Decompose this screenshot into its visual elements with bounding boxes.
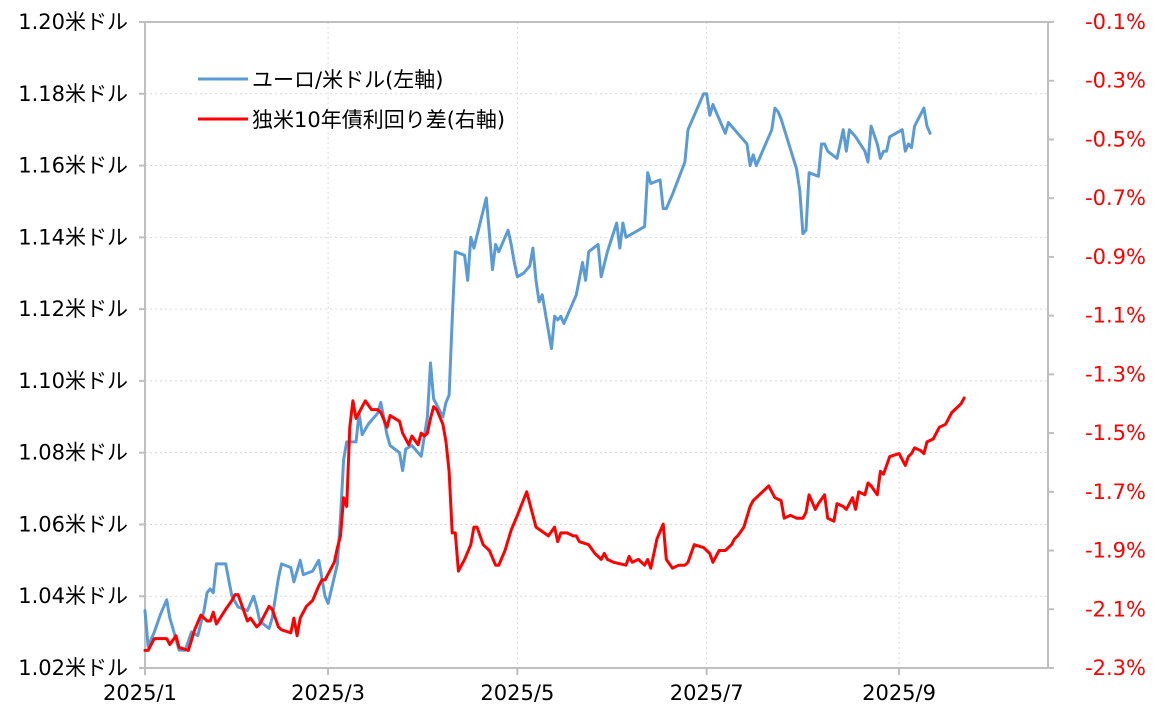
right-tick-label: -1.3% [1085, 362, 1146, 386]
series-lines [143, 92, 966, 652]
left-tick-label: 1.08米ドル [18, 441, 128, 465]
right-tick-label: -2.1% [1085, 597, 1146, 621]
left-tick-label: 1.10米ドル [18, 369, 128, 393]
x-tick-label: 2025/1 [103, 681, 177, 705]
right-tick-label: -0.5% [1085, 127, 1146, 151]
gridlines [145, 22, 1048, 668]
x-tick-label: 2025/5 [480, 681, 554, 705]
left-tick-label: 1.18米ドル [18, 82, 128, 106]
left-tick-label: 1.06米ドル [18, 512, 128, 536]
legend: ユーロ/米ドル(左軸) 独米10年債利回り差(右軸) [198, 68, 505, 132]
right-tick-label: -1.7% [1085, 480, 1146, 504]
right-tick-label: -0.9% [1085, 245, 1146, 269]
legend-label: 独米10年債利回り差(右軸) [252, 108, 505, 132]
right-tick-label: -0.1% [1085, 10, 1146, 34]
left-tick-label: 1.02米ドル [18, 656, 128, 680]
x-tick-label: 2025/7 [670, 681, 744, 705]
left-tick-label: 1.14米ドル [18, 225, 128, 249]
right-tick-label: -2.3% [1085, 656, 1146, 680]
right-tick-label: -0.7% [1085, 186, 1146, 210]
right-tick-label: -1.9% [1085, 539, 1146, 563]
x-tick-label: 2025/9 [862, 681, 936, 705]
plot-area-frame [144, 21, 1049, 669]
right-tick-label: -0.3% [1085, 69, 1146, 93]
series-line-yield-spread [143, 396, 966, 652]
axis-labels: 1.02米ドル 1.04米ドル 1.06米ドル 1.08米ドル 1.10米ドル 1.12米… [18, 10, 1146, 705]
right-tick-label: -1.5% [1085, 421, 1146, 445]
right-tick-label: -1.1% [1085, 304, 1146, 328]
series-line-eurusd [143, 92, 932, 652]
x-tick-label: 2025/3 [291, 681, 365, 705]
left-tick-label: 1.12米ドル [18, 297, 128, 321]
left-tick-label: 1.16米ドル [18, 154, 128, 178]
left-tick-label: 1.04米ドル [18, 584, 128, 608]
left-tick-label: 1.20米ドル [18, 10, 128, 34]
legend-label: ユーロ/米ドル(左軸) [252, 68, 443, 92]
